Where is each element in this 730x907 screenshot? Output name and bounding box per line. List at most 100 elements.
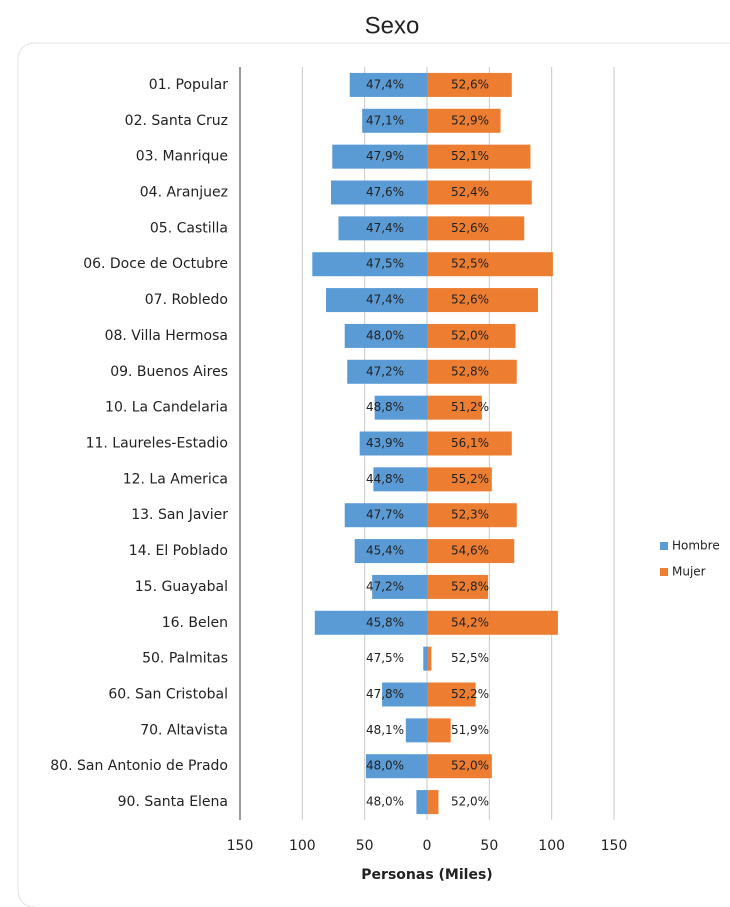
- x-tick-label: 50: [480, 838, 498, 854]
- bar: [314, 610, 427, 635]
- data-label: 48,0%: [366, 328, 404, 342]
- data-label: 47,8%: [366, 687, 404, 701]
- y-tick-label: 09. Buenos Aires: [110, 364, 228, 380]
- x-tick-label: 150: [601, 838, 628, 854]
- legend-label: Hombre: [672, 539, 720, 553]
- data-label: 52,2%: [451, 687, 489, 701]
- x-tick-label: 150: [227, 838, 254, 854]
- bar: [326, 288, 427, 313]
- y-tick-label: 05. Castilla: [150, 220, 228, 236]
- bar: [332, 144, 427, 169]
- data-label: 43,9%: [366, 436, 404, 450]
- data-label: 48,0%: [366, 795, 404, 809]
- bar: [427, 252, 553, 277]
- bar: [427, 180, 532, 205]
- x-tick-label: 50: [356, 838, 374, 854]
- bar: [362, 108, 427, 133]
- data-label: 47,6%: [366, 185, 404, 199]
- data-label: 54,6%: [451, 544, 489, 558]
- x-tick-label: 0: [423, 838, 432, 854]
- bar: [405, 718, 427, 743]
- bar: [373, 467, 427, 492]
- bar: [338, 216, 427, 241]
- data-label: 47,7%: [366, 508, 404, 522]
- data-label: 48,1%: [366, 723, 404, 737]
- data-label: 44,8%: [366, 472, 404, 486]
- data-label: 51,2%: [451, 400, 489, 414]
- bar: [427, 323, 516, 348]
- y-tick-label: 03. Manrique: [136, 149, 228, 165]
- y-tick-label: 14. El Poblado: [129, 543, 228, 559]
- data-label: 47,2%: [366, 579, 404, 593]
- data-label: 47,9%: [366, 149, 404, 163]
- bar: [354, 539, 427, 564]
- bar: [427, 108, 501, 133]
- y-tick-label: 15. Guayabal: [135, 579, 228, 595]
- bar: [427, 539, 515, 564]
- bar: [427, 718, 451, 743]
- data-label: 52,9%: [451, 113, 489, 127]
- bar: [382, 682, 427, 707]
- y-tick-label: 08. Villa Hermosa: [105, 328, 228, 344]
- data-label: 52,0%: [451, 759, 489, 773]
- y-tick-label: 04. Aranjuez: [140, 185, 228, 201]
- y-tick-label: 10. La Candelaria: [105, 400, 228, 416]
- data-label: 48,8%: [366, 400, 404, 414]
- y-tick-label: 01. Popular: [149, 77, 228, 93]
- y-tick-label: 02. Santa Cruz: [125, 113, 228, 129]
- data-label: 55,2%: [451, 472, 489, 486]
- bar: [347, 359, 427, 384]
- bar: [427, 790, 439, 815]
- bar: [344, 503, 427, 528]
- bar: [427, 395, 482, 420]
- y-tick-label: 07. Robledo: [145, 292, 228, 308]
- y-tick-label: 06. Doce de Octubre: [83, 256, 228, 272]
- data-label: 52,5%: [451, 257, 489, 271]
- data-label: 45,4%: [366, 544, 404, 558]
- data-label: 52,5%: [451, 651, 489, 665]
- data-label: 47,5%: [366, 651, 404, 665]
- bar: [331, 180, 427, 205]
- data-label: 47,4%: [366, 77, 404, 91]
- data-label: 52,3%: [451, 508, 489, 522]
- y-tick-label: 70. Altavista: [140, 722, 228, 738]
- data-label: 47,4%: [366, 221, 404, 235]
- data-label: 56,1%: [451, 436, 489, 450]
- bar: [427, 216, 525, 241]
- data-label: 47,4%: [366, 293, 404, 307]
- bar: [427, 144, 531, 169]
- y-tick-label: 90. Santa Elena: [118, 794, 228, 810]
- bar: [427, 646, 432, 671]
- bar: [427, 467, 492, 492]
- y-tick-label: 16. Belen: [162, 615, 228, 631]
- bar: [374, 395, 427, 420]
- bar: [427, 288, 538, 313]
- bar: [427, 682, 476, 707]
- bar: [427, 503, 517, 528]
- y-tick-label: 60. San Cristobal: [108, 687, 228, 703]
- bar: [359, 431, 427, 456]
- bar: [312, 252, 427, 277]
- data-label: 52,8%: [451, 579, 489, 593]
- y-tick-label: 11. Laureles-Estadio: [86, 436, 228, 452]
- data-label: 52,1%: [451, 149, 489, 163]
- x-tick-label: 100: [289, 838, 316, 854]
- bar: [427, 431, 512, 456]
- data-label: 52,4%: [451, 185, 489, 199]
- data-label: 45,8%: [366, 615, 404, 629]
- legend-label: Mujer: [672, 565, 706, 579]
- legend-swatch: [660, 568, 668, 576]
- chart-border: [17, 42, 730, 907]
- data-label: 54,2%: [451, 615, 489, 629]
- bar: [372, 574, 427, 599]
- data-label: 52,8%: [451, 364, 489, 378]
- bar: [427, 359, 517, 384]
- y-tick-label: 13. San Javier: [131, 507, 228, 523]
- bar: [416, 790, 427, 815]
- y-tick-label: 80. San Antonio de Prado: [50, 758, 228, 774]
- x-tick-label: 100: [538, 838, 565, 854]
- chart-title: Sexo: [365, 12, 420, 39]
- bar: [427, 610, 558, 635]
- data-label: 52,0%: [451, 795, 489, 809]
